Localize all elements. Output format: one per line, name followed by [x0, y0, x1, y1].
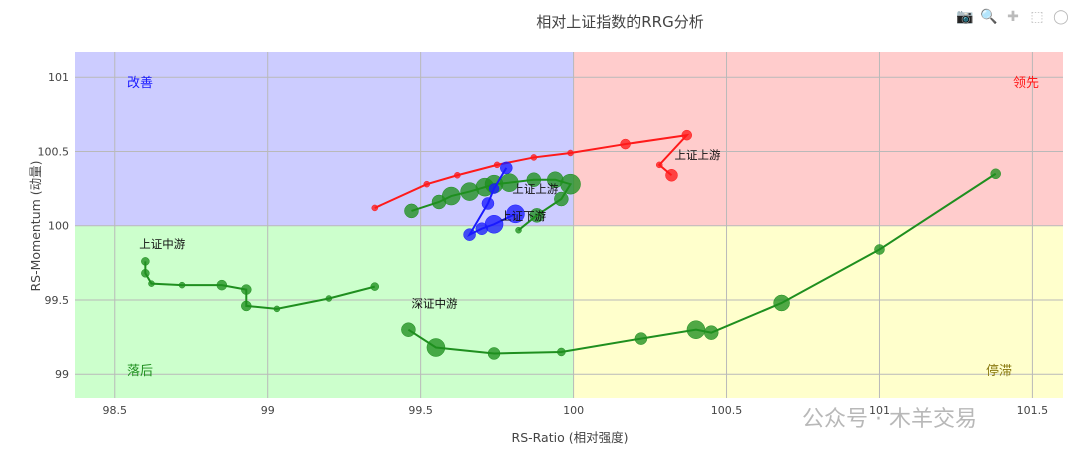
- data-point: [665, 169, 678, 182]
- data-point: [487, 347, 501, 360]
- data-point: [423, 180, 431, 188]
- data-point: [178, 281, 186, 289]
- y-tick-label: 99.5: [45, 294, 70, 307]
- zoom-icon[interactable]: 🔍: [980, 9, 998, 25]
- watermark-text: 公众号 · 木羊交易: [802, 407, 977, 432]
- series-line: [407, 172, 997, 355]
- series-label: 上证上游: [512, 182, 558, 196]
- y-tick-label: 101: [48, 71, 69, 84]
- data-point: [216, 279, 228, 291]
- quadrant-backgrounds: [75, 52, 1063, 398]
- data-point: [529, 208, 545, 223]
- data-point: [557, 347, 566, 357]
- data-point: [371, 204, 379, 212]
- data-point: [493, 161, 501, 169]
- grid-lines: [75, 52, 1063, 398]
- data-point: [481, 197, 495, 210]
- quadrant-label: 落后: [127, 364, 153, 379]
- data-point: [567, 149, 574, 157]
- chart-title: 相对上证指数的RRG分析: [536, 13, 703, 31]
- data-point: [401, 322, 416, 337]
- data-point: [554, 191, 569, 207]
- data-point: [515, 226, 522, 234]
- pan-icon[interactable]: ✚: [1007, 9, 1019, 25]
- quadrant-label: 改善: [127, 75, 153, 91]
- data-point: [620, 138, 631, 150]
- x-tick-label: 101.5: [1017, 404, 1049, 417]
- data-point: [273, 305, 281, 313]
- data-point: [773, 294, 790, 312]
- series-label: 上证下游: [500, 209, 546, 223]
- data-point: [500, 161, 513, 175]
- x-tick-label: 101: [869, 404, 890, 417]
- y-tick-label: 100: [48, 220, 69, 233]
- x-tick-label: 100.5: [711, 404, 743, 417]
- series-line: [144, 261, 376, 310]
- data-point: [441, 186, 461, 206]
- data-point: [426, 338, 446, 357]
- series-label: 上证上游: [675, 148, 721, 162]
- quadrant-lagging: [75, 225, 574, 398]
- quadrant-weakening: [573, 225, 1063, 398]
- quadrant-label: 停滞: [986, 363, 1012, 379]
- data-point: [500, 173, 519, 192]
- data-point: [560, 173, 581, 195]
- data-point: [484, 215, 504, 234]
- data-point: [655, 161, 663, 169]
- axes: 98.5 99 99.5 100 100.5 101 101.5 99 99.5 100 100.5…: [38, 71, 1049, 417]
- series-line: [374, 133, 690, 209]
- data-point: [526, 172, 542, 187]
- y-tick-label: 99: [55, 368, 69, 381]
- data-point: [404, 203, 419, 219]
- quadrant-leading: [573, 52, 1063, 226]
- data-point: [463, 228, 476, 241]
- x-tick-label: 98.5: [103, 404, 128, 417]
- data-point: [241, 300, 252, 312]
- box-select-icon[interactable]: ⬚: [1030, 9, 1044, 25]
- data-point: [148, 280, 155, 287]
- data-point: [506, 204, 525, 224]
- data-point: [990, 168, 1001, 180]
- data-point: [141, 269, 150, 278]
- data-point: [681, 129, 693, 141]
- data-point: [241, 284, 252, 295]
- data-point: [141, 257, 150, 266]
- data-point: [488, 183, 500, 194]
- x-tick-label: 100: [563, 404, 584, 417]
- x-tick-label: 99.5: [408, 404, 433, 417]
- chart-toolbar: 📷 🔍 ✚ ⬚ ◯: [956, 8, 1070, 26]
- data-series: [141, 129, 1001, 360]
- data-point: [370, 282, 380, 291]
- data-point: [686, 320, 706, 339]
- camera-icon[interactable]: 📷: [956, 9, 974, 25]
- y-tick-label: 100.5: [38, 145, 70, 158]
- lasso-icon[interactable]: ◯: [1053, 9, 1069, 25]
- x-axis-title: RS-Ratio (相对强度): [512, 430, 629, 445]
- data-point: [530, 154, 538, 161]
- data-point: [325, 295, 333, 302]
- series-label: 深证中游: [411, 296, 457, 310]
- x-tick-label: 99: [261, 404, 275, 417]
- quadrant-label: 领先: [1013, 76, 1039, 91]
- data-point: [634, 332, 648, 345]
- data-point: [454, 172, 461, 179]
- y-axis-title: RS-Momentum (动量): [28, 160, 43, 291]
- data-point: [874, 244, 885, 255]
- data-point: [703, 325, 719, 340]
- series-label: 上证中游: [139, 237, 185, 251]
